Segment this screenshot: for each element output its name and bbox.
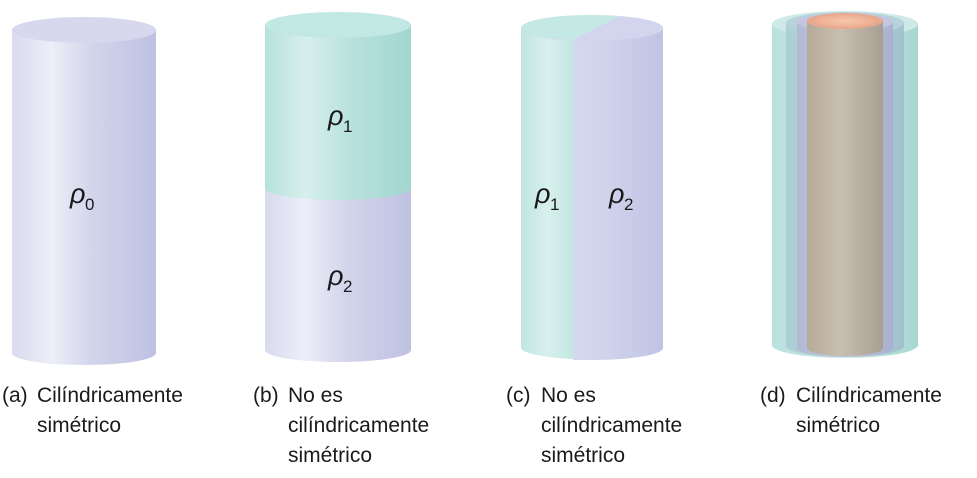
rho-symbol: ρ bbox=[608, 179, 624, 209]
caption-b: (b) No es cilíndricamente simétrico bbox=[253, 381, 473, 473]
caption-tag: (d) bbox=[760, 384, 786, 407]
rho-symbol: ρ bbox=[69, 179, 85, 209]
rho-symbol: ρ bbox=[327, 261, 343, 291]
rho-symbol: ρ bbox=[534, 179, 550, 209]
caption-line: simétrico bbox=[541, 444, 626, 467]
caption-line: Cilíndricamente bbox=[37, 384, 183, 407]
rho-subscript: 0 bbox=[85, 195, 94, 214]
caption-line: simétrico bbox=[288, 444, 373, 467]
label-c-rho2: ρ 2 bbox=[608, 179, 633, 214]
cylinder-c bbox=[520, 14, 663, 360]
cylinder-d bbox=[772, 11, 918, 358]
caption-line: cilíndricamente bbox=[288, 414, 430, 437]
caption-line: Cilíndricamente bbox=[796, 384, 942, 407]
rho-subscript: 1 bbox=[550, 195, 559, 214]
rho-subscript: 1 bbox=[343, 117, 352, 136]
caption-line: simétrico bbox=[37, 414, 122, 437]
caption-line: cilíndricamente bbox=[541, 414, 683, 437]
caption-line: simétrico bbox=[796, 414, 881, 437]
label-b-rho2: ρ 2 bbox=[327, 261, 352, 296]
rho-subscript: 2 bbox=[624, 195, 633, 214]
cylinder-a bbox=[12, 17, 156, 365]
label-c-rho1: ρ 1 bbox=[534, 179, 559, 214]
caption-d: (d) Cilíndricamente simétrico bbox=[760, 381, 975, 443]
label-a-rho0: ρ 0 bbox=[69, 179, 94, 214]
caption-tag: (a) bbox=[2, 384, 28, 407]
caption-a: (a) Cilíndricamente simétrico bbox=[2, 381, 232, 443]
caption-tag: (b) bbox=[253, 384, 279, 407]
caption-line: No es bbox=[541, 384, 596, 407]
rho-symbol: ρ bbox=[327, 101, 343, 131]
label-b-rho1: ρ 1 bbox=[327, 101, 352, 136]
caption-tag: (c) bbox=[506, 384, 531, 407]
caption-line: No es bbox=[288, 384, 343, 407]
cylinder-b bbox=[265, 12, 411, 362]
rho-subscript: 2 bbox=[343, 277, 352, 296]
caption-c: (c) No es cilíndricamente simétrico bbox=[506, 381, 726, 473]
